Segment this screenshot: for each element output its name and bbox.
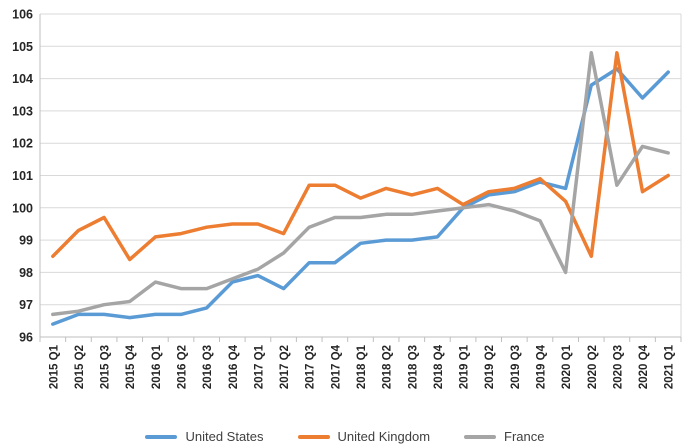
x-axis-tick-label: 2019 Q3 [510,345,522,389]
chart-plot-area: 96 97 98 99 100 101 102 103 104 105 106 2015 Q1 2015… [12,8,682,389]
x-axis-tick-label: 2018 Q2 [382,345,394,389]
series-line-united-kingdom [51,51,670,262]
x-axis-tick-label: 2015 Q4 [125,344,137,389]
y-axis-tick-label: 105 [12,40,33,54]
legend-line-swatch-gray [464,434,497,439]
y-axis-tick-label: 102 [12,137,33,151]
legend-label: United States [185,429,264,444]
legend-line-swatch-orange [297,434,330,439]
x-axis-tick-label: 2018 Q4 [433,344,445,389]
x-axis-tick-label: 2017 Q4 [330,344,342,389]
series-line-united-states [51,67,670,326]
x-axis-tick-label: 2019 Q2 [484,345,496,389]
x-axis-tick-label: 2017 Q2 [279,345,291,389]
x-axis-tick-label: 2017 Q3 [305,345,317,389]
y-axis-tick-label: 104 [12,72,33,86]
x-axis-tick-label: 2017 Q1 [253,344,265,389]
x-axis-tick-label: 2016 Q1 [151,344,163,389]
x-axis-tick-label: 2018 Q1 [356,344,368,389]
y-axis-tick-label: 96 [19,331,33,345]
x-axis-tick-label: 2015 Q2 [74,345,86,389]
x-axis-tick-label: 2021 Q1 [664,344,676,389]
x-axis-tick-label: 2018 Q3 [407,345,419,389]
legend-item-united-states: United States [145,429,264,444]
y-axis-tick-label: 100 [12,201,33,215]
y-axis-tick-label: 99 [19,234,33,248]
legend-item-france: France [464,429,545,444]
x-axis-tick-label: 2016 Q3 [202,345,214,389]
x-axis-tick-label: 2019 Q4 [535,344,547,389]
x-axis-tick-label: 2020 Q2 [587,345,599,389]
y-axis-tick-label: 97 [19,298,33,312]
y-axis-tick-label: 103 [12,104,33,118]
chart-legend: United States United Kingdom France [0,429,690,444]
legend-line-swatch-blue [145,434,178,439]
x-axis-tick-label: 2020 Q1 [561,344,573,389]
legend-label: United Kingdom [337,429,431,444]
x-axis-tick-label: 2020 Q3 [612,345,624,389]
x-axis-tick-label: 2016 Q4 [228,344,240,389]
x-axis-tick-label: 2015 Q1 [48,344,60,389]
legend-label: France [504,429,545,444]
y-axis-tick-label: 98 [19,266,33,280]
x-axis-tick-label: 2019 Q1 [459,344,471,389]
series-line-france [51,51,670,317]
x-axis-tick-label: 2016 Q2 [177,345,189,389]
x-axis-tick-label: 2020 Q4 [638,344,650,389]
legend-item-united-kingdom: United Kingdom [297,429,431,444]
x-axis-tick-label: 2015 Q3 [100,345,112,389]
y-axis-tick-label: 101 [12,169,33,183]
y-axis-tick-label: 106 [12,8,33,22]
